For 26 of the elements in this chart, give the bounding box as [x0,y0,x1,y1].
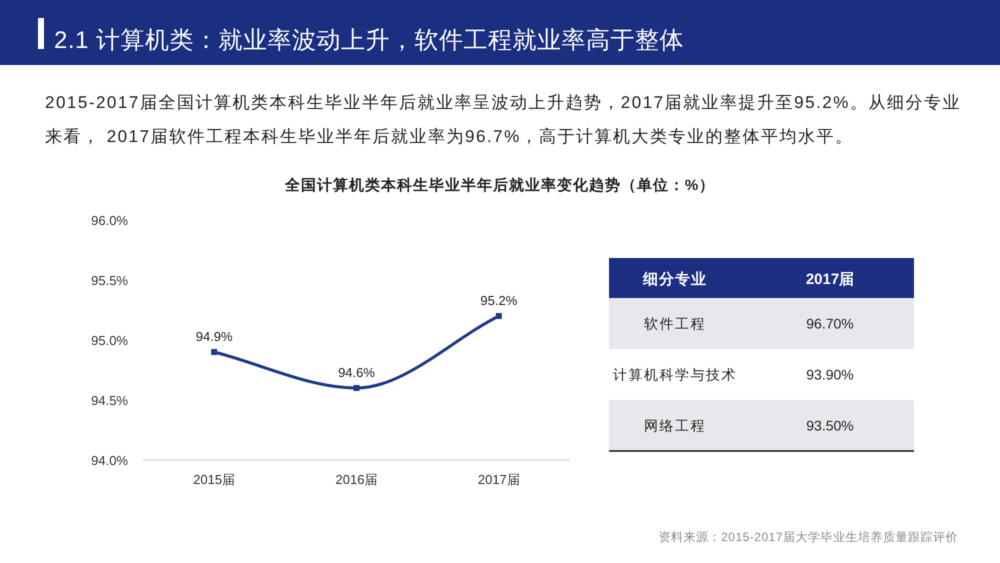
source-note: 资料来源：2015-2017届大学毕业生培养质量跟踪评价 [658,530,958,544]
y-tick-label: 94.0% [91,453,128,468]
point [211,349,218,355]
y-tick-label: 95.5% [91,273,128,288]
y-tick-label: 94.5% [91,393,128,408]
data-label: 95.2% [480,293,518,308]
x-tick-label: 2016届 [336,472,378,487]
x-tick-label: 2015届 [193,472,236,487]
table-row-label: 网络工程 [644,418,706,434]
y-tick-label: 95.0% [91,333,128,348]
table-row-label: 软件工程 [644,316,706,332]
data-label: 94.9% [196,329,234,344]
table-column-header: 2017届 [806,271,854,288]
point [496,313,502,319]
y-tick-label: 96.0% [91,213,128,228]
chart-title: 全国计算机类本科生毕业半年后就业率变化趋势（单位：%） [284,176,716,194]
summary-paragraph: 2015-2017届全国计算机类本科生毕业半年后就业率呈波动上升趋势，2017届就业率提升至95.2%。从细分专业来看， 2017届软件工程本科生毕业半年后就业率为96.7%，高于计算机大类专业的整体平均水平。 [45,93,961,146]
page-heading: 2.1 计算机类：就业率波动上升，软件工程就业率高于整体 [54,27,684,54]
data-label: 94.6% [338,365,376,380]
table-column-header: 细分专业 [643,271,707,288]
table-value: 93.90% [806,366,854,382]
table-value: 93.50% [806,418,854,434]
x-tick-label: 2017届 [478,472,520,487]
table-value: 96.70% [806,316,854,332]
table-row-label: 计算机科学与技术 [613,366,737,382]
point [354,385,360,391]
